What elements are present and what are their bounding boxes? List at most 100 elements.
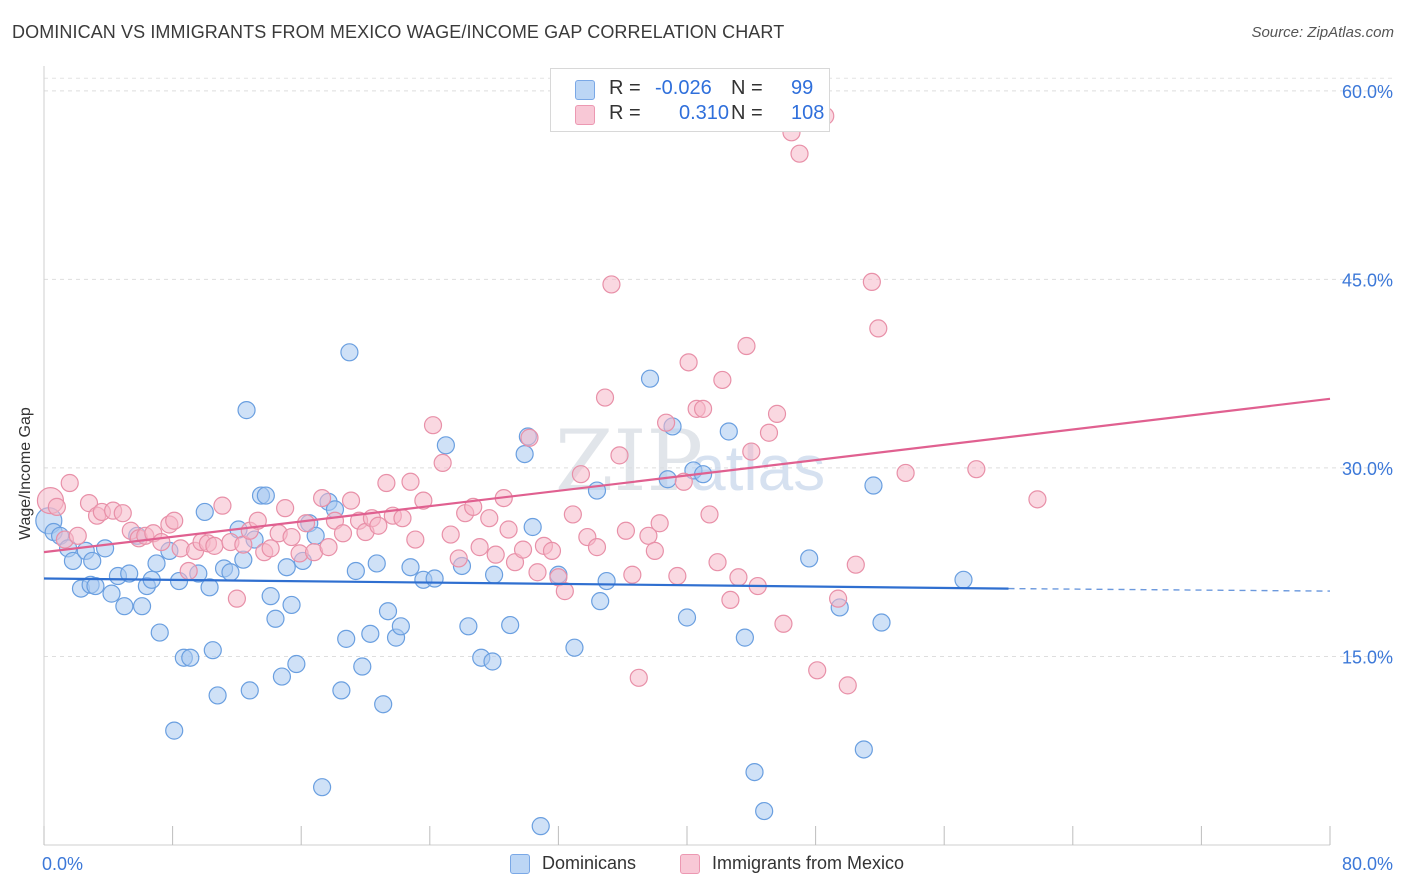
mexico-point [896, 463, 915, 483]
mexico-point [650, 514, 669, 533]
mexico-point [261, 539, 280, 558]
mexico-point [713, 370, 732, 390]
mexico-point [623, 565, 642, 584]
dominican-point [208, 686, 227, 705]
mexico-point [967, 460, 986, 479]
dominican-point [337, 629, 356, 648]
mexico-point [282, 527, 301, 547]
dominican-point [353, 657, 372, 676]
mexico-point [1028, 490, 1047, 509]
dominican-point [436, 436, 455, 455]
dominican-point [95, 539, 115, 558]
dominican-point [277, 558, 296, 577]
mexico-point [838, 676, 857, 695]
trend-lines [43, 397, 1331, 592]
mexico-point [341, 491, 361, 510]
mexico-point [595, 388, 615, 407]
mexico-point [414, 491, 433, 510]
mexico-point [721, 590, 740, 610]
y-tick-label: 30.0% [1342, 459, 1393, 479]
mexico-point [319, 538, 338, 557]
n-value: 108 [791, 102, 825, 124]
axes [43, 66, 1331, 846]
dominican-point [261, 587, 280, 606]
mexico-point [862, 272, 881, 292]
dominican-point [203, 641, 222, 660]
mexico-point [846, 555, 865, 574]
mexico-point [629, 668, 648, 687]
dominican-point [719, 422, 738, 441]
mexico-point [790, 144, 809, 163]
dominican-point [565, 638, 584, 657]
dominican-trend-line [43, 577, 1009, 590]
mexico-point [513, 540, 533, 559]
dominican-point [340, 343, 359, 362]
dominican-point [954, 570, 973, 589]
n-value: 99 [791, 77, 814, 99]
mexico-point [406, 530, 425, 549]
dominican-point [256, 486, 275, 505]
dominican-point [147, 554, 166, 573]
mexico-point [333, 524, 353, 543]
mexico-point [610, 446, 629, 465]
dominican-point [240, 681, 259, 700]
dominican-trend-extension [1008, 587, 1331, 592]
dominican-point [515, 445, 534, 464]
y-tick-label: 15.0% [1342, 647, 1393, 667]
mexico-point [774, 614, 793, 633]
dominican-point [745, 762, 764, 782]
n-label: N = [731, 102, 763, 124]
mexico-point [152, 532, 171, 552]
dominican-point [501, 615, 520, 635]
legend-swatch-pink [575, 105, 595, 125]
dominican-point [221, 563, 240, 582]
mexico-point [276, 499, 295, 518]
mexico-point [767, 404, 787, 423]
x-tick-label: 80.0% [1342, 854, 1393, 874]
mexico-point [742, 442, 761, 461]
dominican-point [864, 476, 883, 495]
dominican-point [195, 502, 214, 522]
x-tick-label: 0.0% [42, 854, 83, 874]
dominican-point [401, 558, 420, 577]
legend-label-mexico: Immigrants from Mexico [712, 853, 905, 873]
mexico-point [563, 505, 582, 524]
legend-label-dominicans: Dominicans [542, 853, 637, 873]
dominican-point [523, 517, 542, 537]
dominican-point [531, 817, 550, 836]
dominican-point [83, 551, 102, 571]
legend-swatch-pink [680, 854, 700, 874]
dominican-point [86, 576, 105, 596]
mexico-point [393, 509, 412, 528]
dominican-point [374, 695, 393, 714]
dominican-point [735, 628, 754, 647]
y-tick-label: 60.0% [1342, 82, 1393, 102]
mexico-point [433, 453, 452, 472]
dominican-point [312, 778, 332, 797]
dominican-point [640, 369, 660, 388]
dominican-point [272, 667, 292, 686]
mexico-point [616, 521, 636, 540]
mexico-point [401, 472, 420, 491]
mexico-point [700, 505, 719, 524]
dominican-point [591, 592, 610, 611]
r-value: 0.310 [679, 102, 730, 124]
mexico-point [571, 465, 591, 484]
mexico-point [555, 582, 574, 601]
mexico-point [645, 541, 664, 560]
mexico-point [165, 511, 184, 530]
dominican-point [150, 623, 169, 642]
correlation-legend: R = -0.026 N = 99 R = 0.310 N = 108 [550, 68, 830, 132]
dominican-point [755, 801, 774, 821]
mexico-point [639, 526, 658, 545]
mexico-point [520, 428, 539, 447]
dominican-point [282, 595, 301, 615]
dominican-point [200, 578, 219, 597]
mexico-point [179, 561, 198, 581]
mexico-point [587, 538, 607, 557]
y-tick-label: 45.0% [1342, 270, 1393, 290]
mexico-point [449, 549, 468, 568]
dominican-point [459, 617, 478, 636]
mexico-point [602, 275, 621, 294]
dominican-point [597, 571, 616, 591]
